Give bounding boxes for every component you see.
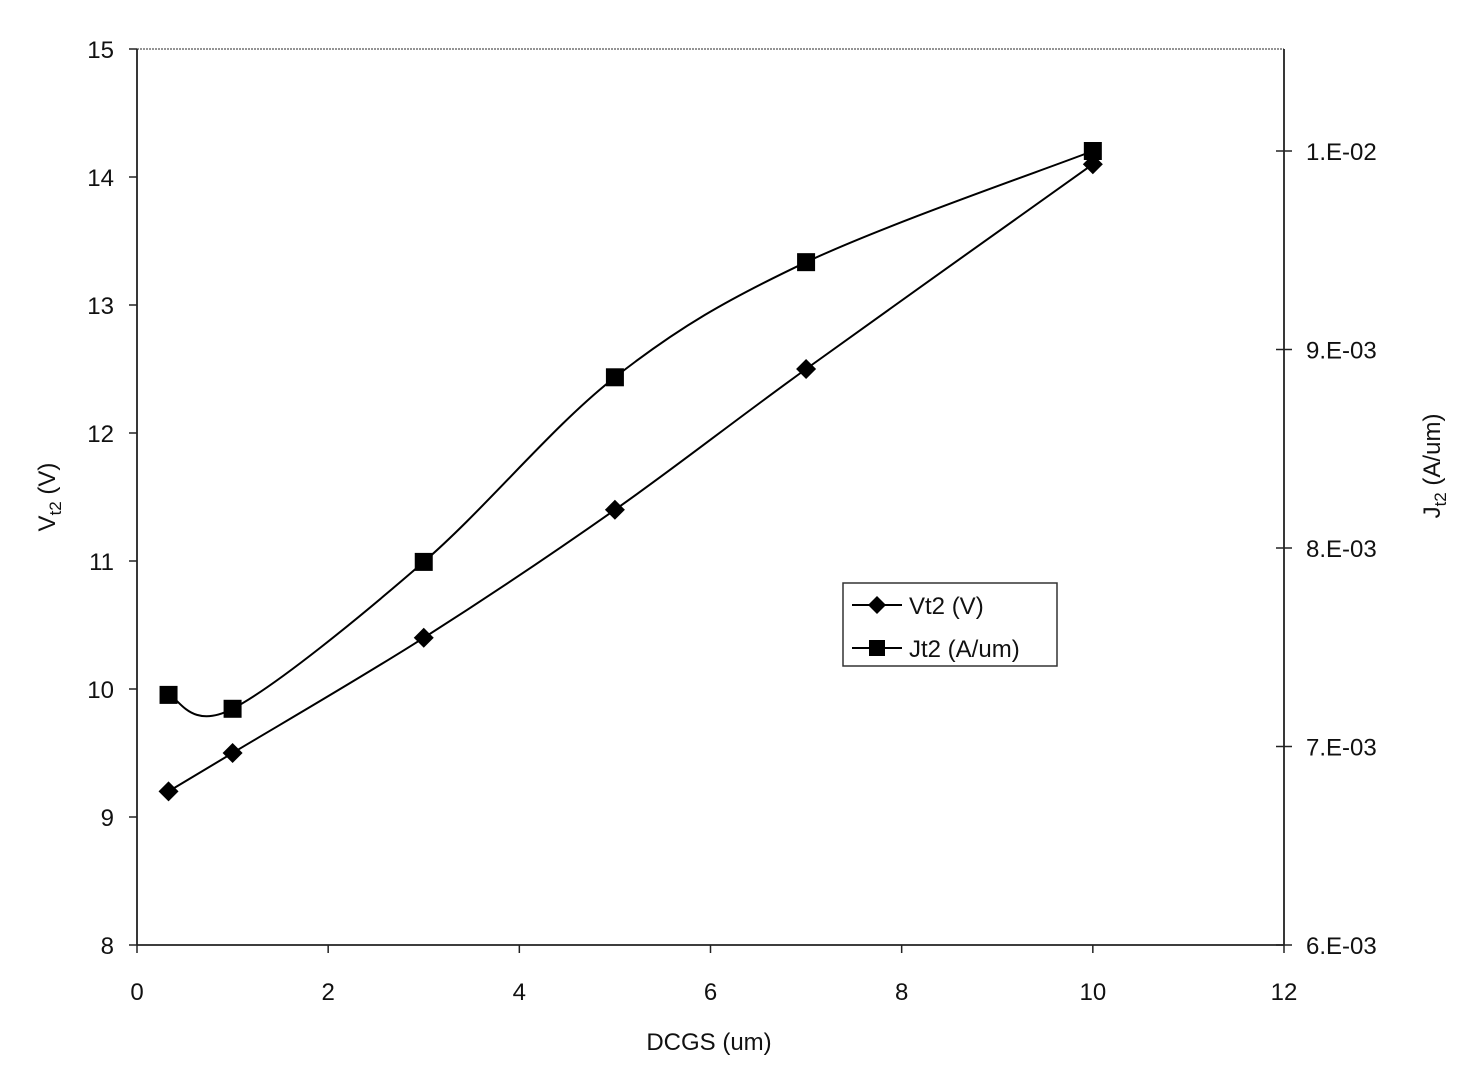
x-axis-ticks: 0 2 4 6 8 10 12 <box>130 945 1297 1006</box>
y2-tick-label: 1.E-02 <box>1306 139 1377 166</box>
square-marker-icon <box>797 253 816 272</box>
y-tick-label: 13 <box>87 293 114 320</box>
legend: Vt2 (V) Jt2 (A/um) <box>842 582 1058 667</box>
diamond-marker-icon <box>158 781 179 802</box>
diamond-marker-icon <box>413 627 434 648</box>
y2-tick-label: 9.E-03 <box>1306 338 1377 365</box>
x-tick-label: 8 <box>895 979 908 1006</box>
square-marker-icon <box>223 699 242 718</box>
y-axis-ticks: 8 9 10 11 12 13 14 15 <box>87 37 137 960</box>
y-tick-label: 9 <box>101 805 114 832</box>
x-tick-label: 6 <box>704 979 717 1006</box>
y2-axis-ticks: 6.E-03 7.E-03 8.E-03 9.E-03 1.E-02 <box>1276 139 1377 960</box>
square-marker-icon <box>159 685 178 704</box>
x-tick-label: 4 <box>513 979 526 1006</box>
legend-item-jt2: Jt2 (A/um) <box>852 636 1020 663</box>
series-line <box>168 150 1094 718</box>
diamond-marker-icon <box>222 743 243 763</box>
y-axis-title: Vt2 (V) <box>34 463 65 532</box>
x-tick-label: 2 <box>321 979 334 1006</box>
diamond-marker-icon <box>604 499 625 520</box>
legend-item-vt2: Vt2 (V) <box>852 593 984 620</box>
series-vt2 <box>158 154 1103 802</box>
y-tick-label: 14 <box>87 165 114 192</box>
svg-text:Vt2 (V): Vt2 (V) <box>34 463 65 532</box>
series-jt2 <box>159 142 1102 718</box>
square-marker-icon <box>414 552 433 571</box>
y2-axis-title: Jt2 (A/um) <box>1419 414 1450 519</box>
svg-text:Vt2 (V): Vt2 (V) <box>909 593 984 620</box>
x-tick-label: 12 <box>1271 979 1298 1006</box>
diamond-marker-icon <box>796 359 817 379</box>
square-marker-icon <box>605 368 624 387</box>
y-tick-label: 8 <box>101 933 114 960</box>
square-marker-icon <box>869 640 885 656</box>
x-axis-title: DCGS (um) <box>646 1029 771 1056</box>
square-marker-icon <box>1083 142 1102 160</box>
diamond-marker-icon <box>868 596 886 614</box>
y2-tick-label: 7.E-03 <box>1306 735 1377 762</box>
y2-tick-label: 6.E-03 <box>1306 933 1377 960</box>
svg-text:Jt2 (A/um): Jt2 (A/um) <box>1419 414 1450 519</box>
series-layer <box>158 142 1103 802</box>
series-line <box>168 163 1094 793</box>
y2-tick-label: 8.E-03 <box>1306 536 1377 563</box>
svg-text:Jt2 (A/um): Jt2 (A/um) <box>909 636 1020 663</box>
y-tick-label: 11 <box>89 549 114 576</box>
x-tick-label: 10 <box>1079 979 1106 1006</box>
y-tick-label: 10 <box>87 677 114 704</box>
x-tick-label: 0 <box>130 979 143 1006</box>
y-tick-label: 15 <box>87 37 114 64</box>
y-tick-label: 12 <box>87 421 114 448</box>
